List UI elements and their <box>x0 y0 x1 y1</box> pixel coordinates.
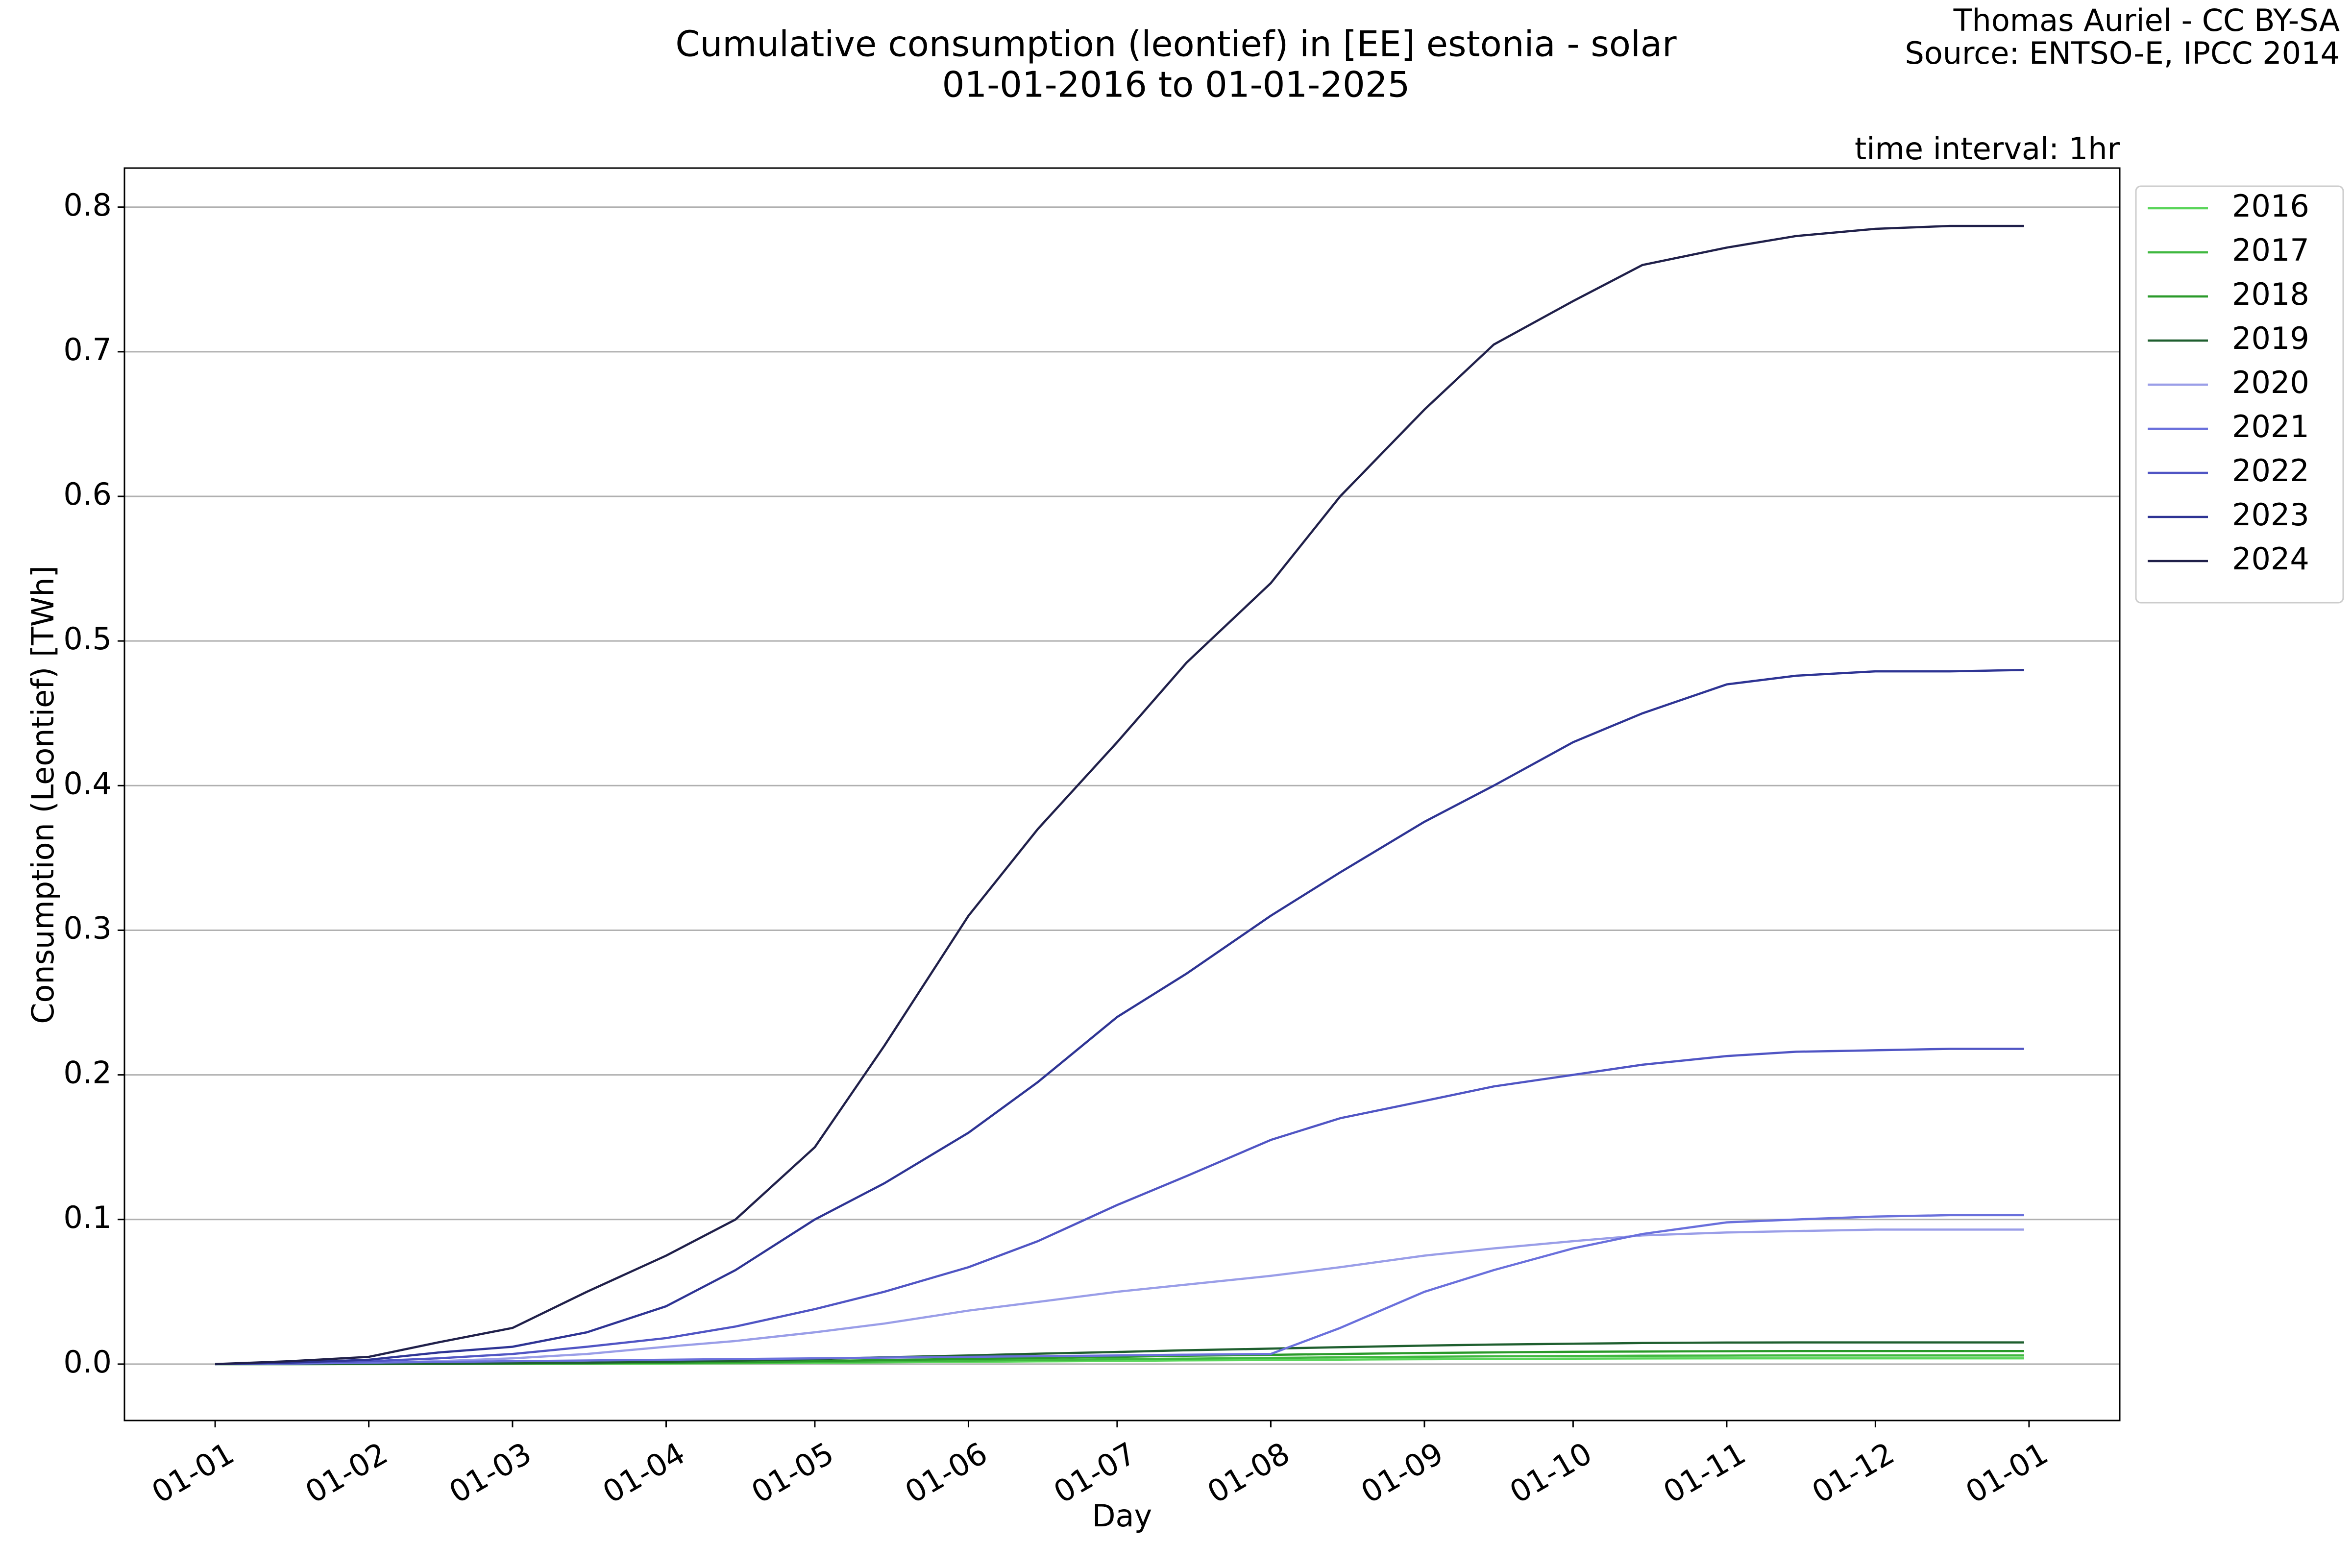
x-tick-label: 01-11 <box>1657 1435 1752 1510</box>
series-line <box>215 1228 2024 1366</box>
legend-label: 2016 <box>2232 188 2309 224</box>
legend-label: 2023 <box>2232 497 2309 533</box>
annotation: time interval: 1hr <box>1855 131 2120 167</box>
series-line <box>215 1048 2024 1366</box>
legend-label: 2022 <box>2232 453 2309 489</box>
x-axis-label: Day <box>1092 1498 1152 1534</box>
series-line <box>215 1341 2024 1366</box>
legend-label: 2018 <box>2232 276 2309 312</box>
series-line <box>215 224 2024 1366</box>
y-tick-label: 0.7 <box>63 332 112 368</box>
chart-subtitle: 01-01-2016 to 01-01-2025 <box>942 64 1410 105</box>
plot-frame <box>123 167 2121 1421</box>
y-tick-label: 0.2 <box>63 1055 112 1091</box>
y-tick-label: 0.5 <box>63 621 112 657</box>
x-tick-label: 01-06 <box>899 1435 994 1510</box>
x-tick-label: 01-01 <box>146 1435 240 1510</box>
legend-label: 2019 <box>2232 320 2309 356</box>
x-tick-label: 01-02 <box>299 1435 394 1510</box>
y-tick-label: 0.1 <box>63 1200 112 1235</box>
x-tick-label: 01-01 <box>1960 1435 2054 1510</box>
credit: Thomas Auriel - CC BY-SA <box>1953 2 2340 38</box>
legend-label: 2021 <box>2232 409 2309 444</box>
source: Source: ENTSO-E, IPCC 2014 <box>1905 35 2340 71</box>
series-line <box>215 1214 2024 1366</box>
x-tick-label: 01-03 <box>443 1435 538 1510</box>
x-tick-label: 01-04 <box>597 1435 691 1510</box>
y-axis-label: Consumption (Leontief) [TWh] <box>25 565 61 1024</box>
chart-title: Cumulative consumption (leontief) in [EE… <box>675 24 1677 65</box>
x-tick-label: 01-08 <box>1201 1435 1296 1510</box>
x-tick-label: 01-10 <box>1504 1435 1598 1510</box>
x-tick-label: 01-12 <box>1806 1435 1901 1510</box>
legend-label: 2024 <box>2232 541 2309 577</box>
y-tick-label: 0.6 <box>63 476 112 512</box>
y-tick-label: 0.4 <box>63 765 112 801</box>
y-tick-label: 0.3 <box>63 910 112 946</box>
series-line <box>215 668 2024 1366</box>
x-tick-label: 01-09 <box>1355 1435 1449 1510</box>
legend-label: 2017 <box>2232 232 2309 268</box>
legend-label: 2020 <box>2232 365 2309 400</box>
y-tick-label: 0.0 <box>63 1344 112 1380</box>
y-tick-label: 0.8 <box>63 187 112 223</box>
legend-box <box>2135 185 2344 604</box>
x-tick-label: 01-05 <box>745 1435 840 1510</box>
